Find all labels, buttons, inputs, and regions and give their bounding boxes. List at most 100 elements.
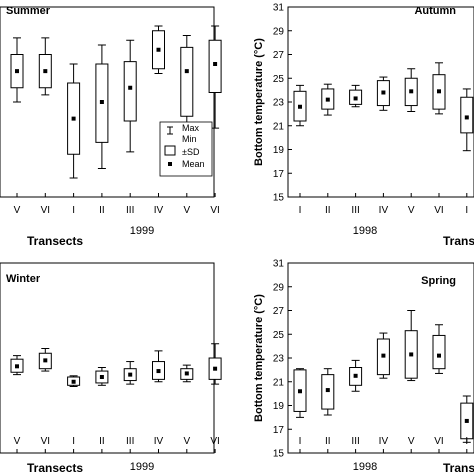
legend-sd-label: ±SD: [182, 147, 200, 157]
y-tick-label: 17: [273, 169, 285, 180]
mean-marker: [353, 373, 358, 378]
y-tick-label: 25: [273, 330, 285, 341]
x-tick-label: III: [126, 436, 134, 447]
panel-autumn: Autumn 15 17 19 21 23 25 27 29 31 Bottom temperatu…: [253, 3, 474, 248]
box-autumn-4: [404, 68, 418, 112]
mean-marker: [437, 353, 441, 358]
mean-marker: [298, 104, 302, 109]
mean-marker: [184, 69, 189, 74]
y-tick-label: 27: [273, 306, 285, 317]
x-tick-label: VI: [210, 205, 219, 216]
box-autumn-2: [349, 84, 363, 108]
year-label-autumn: 1998: [353, 225, 377, 237]
mean-marker: [213, 62, 218, 66]
mean-marker: [15, 364, 19, 369]
year-label-summer: 1999: [130, 225, 154, 237]
x-tick-label: IV: [379, 436, 389, 447]
box-summer-0: [10, 37, 24, 103]
x-tick-label: III: [351, 436, 359, 447]
x-tick-label: VI: [41, 436, 50, 447]
legend-sd-box: [164, 145, 176, 156]
sd-box: [460, 96, 474, 134]
y-tick-label: 19: [273, 145, 285, 156]
y-axis-label: Bottom temperature (°C): [253, 38, 265, 166]
x-tick-label: II: [99, 205, 105, 216]
x-tick-label: I: [465, 436, 468, 447]
x-tick-label: I: [299, 205, 302, 216]
box-winter-4: [123, 361, 137, 385]
x-tick-label: V: [14, 436, 21, 447]
x-axis-label-spring: Transects: [443, 461, 474, 474]
y-tick-label: 15: [273, 193, 285, 204]
x-tick-label: VI: [434, 436, 443, 447]
box-summer-7: [208, 25, 222, 129]
box-spring-3: [376, 332, 390, 379]
x-tick-label: IV: [379, 205, 389, 216]
panel-title-spring: Spring: [421, 275, 456, 287]
mean-marker: [15, 69, 19, 74]
mean-marker: [71, 116, 76, 121]
box-autumn-0: [293, 84, 307, 127]
mean-marker: [325, 97, 330, 102]
y-tick-label: 27: [273, 50, 285, 61]
box-spring-5: [432, 324, 446, 374]
y-tick-label: 31: [273, 3, 285, 14]
sd-box: [180, 46, 194, 117]
y-tick-label: 23: [273, 98, 285, 109]
legend-mean-label: Mean: [182, 159, 205, 169]
mean-marker: [128, 85, 133, 90]
box-winter-5: [152, 350, 165, 383]
panel-title-winter: Winter: [6, 273, 41, 285]
box-winter-7: [208, 343, 222, 385]
x-axis-label-autumn: Transects: [443, 234, 474, 248]
y-tick-label: 31: [273, 259, 285, 270]
y-tick-label: 29: [273, 26, 285, 37]
panel-title-autumn: Autumn: [414, 5, 456, 17]
mean-marker: [381, 353, 386, 358]
x-tick-label: IV: [154, 205, 164, 216]
x-tick-label: VI: [210, 436, 219, 447]
mean-marker: [353, 96, 358, 101]
legend-max-label: Max: [182, 123, 200, 133]
y-tick-label: 23: [273, 354, 285, 365]
box-winter-2: [67, 375, 81, 387]
box-winter-1: [38, 348, 52, 372]
x-tick-label: IV: [154, 436, 164, 447]
mean-marker: [128, 372, 133, 377]
box-autumn-1: [321, 83, 335, 116]
x-tick-label: V: [14, 205, 21, 216]
x-tick-label: V: [408, 205, 415, 216]
mean-marker: [156, 47, 161, 52]
y-tick-label: 15: [273, 449, 285, 460]
y-tick-label: 29: [273, 282, 285, 293]
x-tick-label: II: [99, 436, 105, 447]
x-tick-label: V: [183, 436, 190, 447]
mean-marker: [298, 389, 302, 394]
sd-box: [432, 334, 446, 370]
box-spring-4: [404, 310, 418, 382]
plot-frame-summer: [0, 6, 215, 198]
box-winter-0: [10, 355, 24, 376]
box-summer-6: [180, 35, 194, 134]
box-spring-2: [349, 359, 363, 392]
mean-marker: [464, 115, 469, 120]
panel-title-summer: Summer: [6, 5, 51, 17]
mean-marker: [184, 371, 189, 376]
year-label-winter: 1999: [130, 461, 154, 473]
x-tick-label: VI: [41, 205, 50, 216]
x-axis-label-winter: Transects: [27, 461, 83, 474]
x-tick-label: II: [325, 436, 331, 447]
mean-marker: [99, 100, 104, 104]
box-winter-6: [180, 364, 194, 383]
legend-mean-marker: [168, 162, 172, 166]
mean-marker: [213, 366, 218, 371]
sd-box: [208, 39, 222, 93]
box-summer-3: [95, 44, 109, 169]
x-tick-label: I: [72, 205, 75, 216]
legend-min-label: Min: [182, 134, 197, 144]
x-tick-label: I: [72, 436, 75, 447]
